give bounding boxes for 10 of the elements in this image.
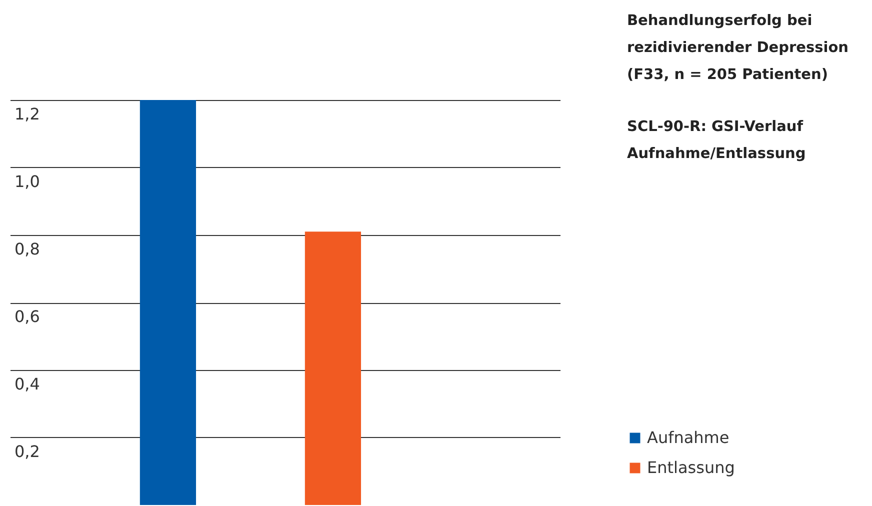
y-tick-label: 1,2 xyxy=(14,104,40,124)
text: Behandlungserfolg bei rezidivierender Depression (F33, n = 205 Patienten) xyxy=(627,12,850,85)
legend-label: Entlassung xyxy=(647,458,735,477)
y-tick-label: 0,4 xyxy=(14,374,40,394)
y-tick-label: 1,0 xyxy=(14,172,40,191)
y-tick-label: 0,8 xyxy=(14,240,40,258)
y-tick-label: 0,6 xyxy=(14,307,40,326)
legend-label: Aufnahme xyxy=(647,428,730,447)
y-tick-label: 0,2 xyxy=(14,442,40,461)
text: SCL-90-R: GSI-Verlauf Aufnahme/Entlassung xyxy=(627,118,807,164)
